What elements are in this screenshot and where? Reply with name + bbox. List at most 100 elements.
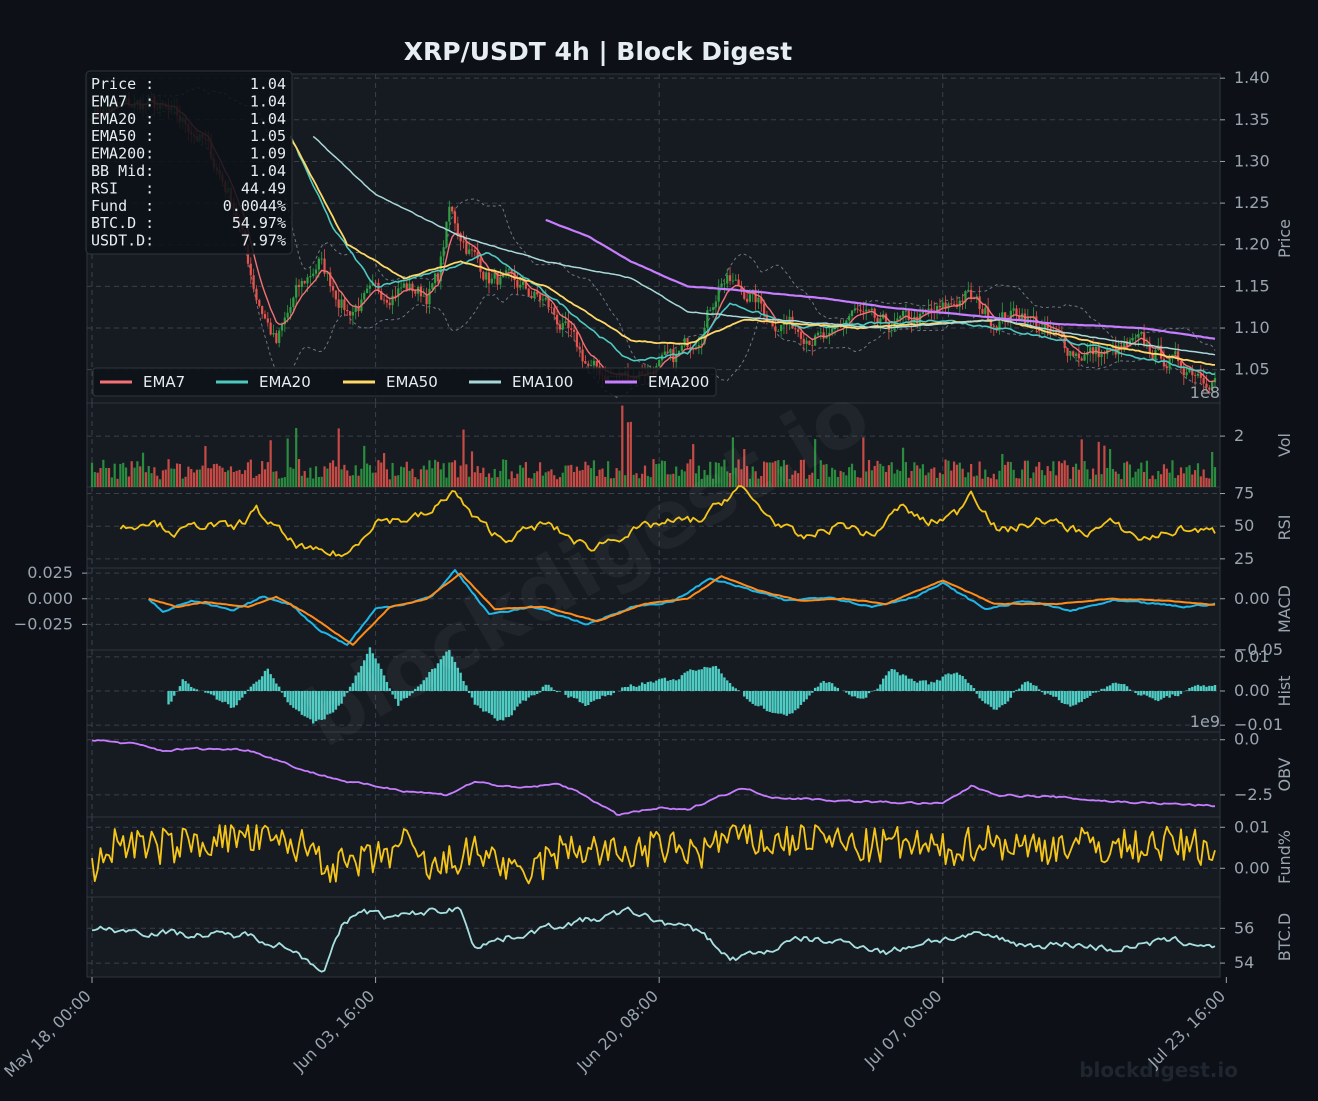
- hist-bar: [1092, 691, 1094, 693]
- hist-bar: [284, 691, 286, 697]
- hist-bar: [173, 691, 175, 696]
- hist-bar: [788, 691, 790, 714]
- volume-bar: [406, 462, 408, 487]
- volume-bar: [1152, 476, 1154, 487]
- volume-bar: [885, 472, 887, 487]
- obv-ytick-label-1: −2.5: [1234, 785, 1273, 804]
- hist-bar: [1044, 691, 1046, 695]
- volume-bar: [278, 479, 280, 487]
- volume-bar: [108, 468, 110, 487]
- volume-bar: [1058, 461, 1060, 487]
- candle-body: [1183, 368, 1185, 375]
- hist-bar: [1205, 687, 1207, 691]
- volume-bar: [116, 479, 118, 487]
- hist-bar: [1129, 690, 1131, 691]
- volume-bar: [1123, 463, 1125, 487]
- volume-bar: [1081, 439, 1083, 487]
- volume-bar: [1163, 464, 1165, 487]
- volume-bar: [871, 470, 873, 487]
- hist-bar: [902, 674, 904, 691]
- candle-body: [970, 290, 972, 299]
- fund-ylabel: Fund%: [1275, 830, 1294, 884]
- volume-bar: [905, 462, 907, 487]
- candle-body: [1194, 375, 1196, 376]
- hist-bar: [925, 680, 927, 691]
- obv-scale-label: 1e9: [1190, 712, 1220, 731]
- volume-bar: [922, 464, 924, 487]
- volume-bar: [264, 469, 266, 487]
- volume-bar: [383, 453, 385, 487]
- hist-bar: [729, 683, 731, 691]
- hist-bar: [718, 669, 720, 691]
- volume-bar: [1041, 470, 1043, 487]
- volume-bar: [216, 464, 218, 487]
- hist-bar: [576, 691, 578, 699]
- hist-bar: [255, 682, 257, 691]
- hist-bar: [508, 691, 510, 717]
- volume-bar: [187, 467, 189, 487]
- volume-bar: [916, 465, 918, 487]
- volume-bar: [238, 470, 240, 487]
- volume-bar: [241, 474, 243, 487]
- candle-body: [423, 296, 425, 297]
- hist-bar: [545, 685, 547, 691]
- volume-bar: [596, 476, 598, 487]
- hist-bar: [1160, 691, 1162, 700]
- volume-bar: [97, 473, 99, 487]
- hist-bar: [803, 691, 805, 702]
- info-label: EMA20 :: [91, 110, 154, 128]
- volume-bar: [950, 471, 952, 487]
- hist-bar: [1180, 691, 1182, 694]
- candle-body: [891, 330, 893, 331]
- info-value: 7.97%: [241, 232, 286, 250]
- hist-bar: [1015, 690, 1017, 691]
- hist-bar: [862, 691, 864, 699]
- volume-bar: [255, 476, 257, 487]
- volume-bar: [530, 478, 532, 487]
- volume-bar: [289, 467, 291, 487]
- hist-bar: [893, 670, 895, 691]
- volume-bar: [431, 468, 433, 487]
- volume-bar: [389, 479, 391, 487]
- fund-ytick-label-0: 0.01: [1234, 817, 1270, 836]
- macd-left-ytick-label-2: −0.025: [14, 614, 73, 633]
- hist-bar: [258, 680, 260, 691]
- volume-bar: [1061, 463, 1063, 487]
- candle-body: [823, 332, 825, 338]
- hist-bar: [630, 684, 632, 691]
- xtick-label-2: Jun 20, 08:00: [572, 986, 662, 1076]
- candle-body: [1081, 358, 1083, 360]
- candle-body: [1163, 359, 1165, 367]
- hist-bar: [837, 688, 839, 691]
- volume-bar: [440, 469, 442, 487]
- hist-bar: [1069, 691, 1071, 707]
- fund-ytick-label-1: 0.00: [1234, 858, 1270, 877]
- hist-bar: [1072, 691, 1074, 706]
- candle-body: [414, 291, 416, 293]
- volume-bar: [899, 471, 901, 487]
- candle-body: [1013, 308, 1015, 310]
- volume-bar: [102, 460, 104, 487]
- hist-ytick-label-0: 0.01: [1234, 647, 1270, 666]
- volume-bar: [874, 466, 876, 487]
- candle-body: [272, 333, 274, 334]
- hist-bar: [681, 675, 683, 691]
- hist-bar: [771, 691, 773, 713]
- volume-bar: [357, 476, 359, 487]
- candle-body: [261, 306, 263, 314]
- hist-bar: [1171, 691, 1173, 694]
- candle-body: [774, 326, 776, 331]
- hist-bar: [658, 679, 660, 691]
- hist-bar: [995, 691, 997, 710]
- volume-bar: [196, 470, 198, 487]
- xtick-label-1: Jun 03, 16:00: [289, 986, 379, 1076]
- hist-bar: [723, 677, 725, 691]
- candle-body: [289, 307, 291, 313]
- hist-bar: [522, 691, 524, 700]
- volume-bar: [91, 463, 93, 487]
- info-value: 0.0044%: [223, 197, 286, 215]
- panel-5-frame: [87, 732, 1220, 817]
- candle-body: [556, 315, 558, 325]
- hist-bar: [916, 683, 918, 691]
- volume-bar: [128, 476, 130, 487]
